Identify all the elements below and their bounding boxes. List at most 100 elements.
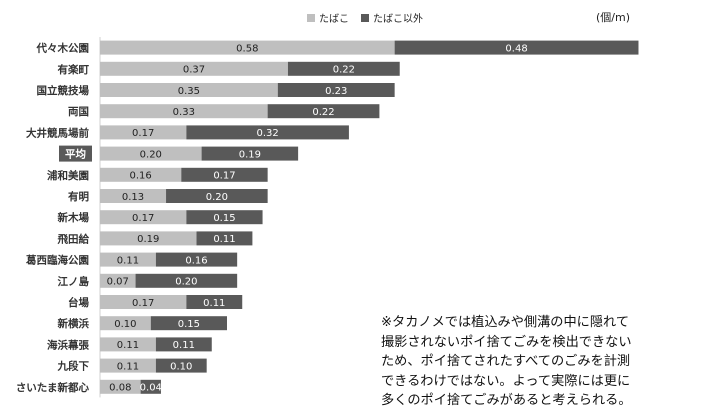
category-label: 九段下 [57, 360, 90, 373]
bar-tobacco [100, 337, 156, 352]
category-label: さいたま新都心 [16, 381, 90, 394]
legend-label-other: たばこ以外 [373, 14, 423, 25]
category-label: 代々木公園 [36, 42, 90, 55]
data-label: 0.16 [185, 255, 207, 266]
legend-swatch-other [361, 13, 369, 22]
data-label: 0.19 [137, 234, 159, 245]
data-label: 0.17 [132, 128, 154, 139]
bar-other [267, 104, 380, 119]
bar-tobacco [100, 358, 156, 373]
bar-other [155, 252, 238, 267]
bar-tobacco [100, 379, 141, 394]
bar-other [181, 167, 268, 182]
data-label: 0.10 [170, 361, 192, 372]
data-label: 0.16 [130, 171, 152, 182]
data-label: 0.11 [117, 361, 139, 372]
bar-tobacco [100, 273, 136, 288]
data-label: 0.10 [114, 319, 136, 330]
bar-tobacco [100, 189, 167, 203]
bar-tobacco [100, 61, 288, 76]
unit-label: (個/m) [596, 11, 631, 24]
note-line: できるわけではない。よって実際には更に [381, 373, 631, 389]
category-label: 国立競技場 [37, 84, 90, 97]
bar-other [140, 379, 161, 394]
note-text: ※タカノメでは植込みや側溝の中に隠れて 撮影されないポイ捨てごみを検出できない … [381, 313, 711, 411]
data-label: 0.48 [505, 43, 527, 54]
note-line: 多くのポイ捨てごみがあると考えられる。 [381, 393, 632, 408]
bar-tobacco [100, 167, 182, 182]
data-label: 0.19 [239, 149, 261, 160]
data-label: 0.11 [117, 340, 139, 351]
data-label: 0.15 [213, 213, 235, 224]
data-label: 0.32 [257, 128, 279, 139]
data-label: 0.13 [122, 192, 144, 203]
bar-tobacco [100, 316, 151, 331]
category-label: 台場 [68, 296, 89, 309]
data-label: 0.35 [178, 86, 200, 97]
data-label: 0.11 [203, 298, 225, 309]
data-label: 0.11 [213, 234, 235, 245]
legend-label-tobacco: たばこ [319, 14, 349, 25]
bar-other [166, 189, 268, 203]
bar-tobacco [100, 146, 202, 161]
bar-tobacco [100, 210, 187, 225]
bar-other [394, 40, 639, 55]
data-label: 0.17 [132, 298, 154, 309]
bar-tobacco [100, 83, 278, 97]
category-label: 有楽町 [58, 63, 90, 76]
bar-tobacco [100, 40, 395, 55]
category-label: 浦和美園 [47, 169, 89, 182]
category-label: 葛西臨海公園 [25, 254, 89, 267]
data-label: 0.23 [325, 86, 347, 97]
data-label: 0.20 [140, 149, 162, 160]
bar-other [201, 146, 299, 161]
data-label: 0.20 [175, 277, 197, 288]
bar-other [155, 337, 212, 352]
category-label: 海浜幕張 [47, 338, 89, 351]
bar-other [196, 231, 253, 246]
bar-other [186, 210, 263, 225]
bar-other [186, 125, 349, 140]
category-label: 飛田給 [57, 232, 90, 245]
data-label: 0.08 [109, 383, 131, 394]
category-label: 平均 [65, 148, 86, 161]
bar-tobacco [100, 125, 187, 140]
bar-other [135, 273, 238, 288]
data-label: 0.07 [107, 277, 129, 288]
chart-legend: たばこ たばこ以外 [307, 10, 423, 25]
note-line: ため、ポイ捨てされたすべてのごみを計測 [381, 354, 631, 369]
data-label: 0.15 [178, 319, 200, 330]
data-label: 0.20 [206, 192, 228, 203]
data-label: 0.22 [312, 107, 334, 118]
category-label: 大井競馬場前 [26, 126, 89, 139]
data-label: 0.37 [183, 65, 205, 76]
data-label: 0.33 [173, 107, 195, 118]
bar-other [277, 83, 395, 97]
data-label: 0.04 [140, 383, 162, 394]
data-label: 0.17 [132, 213, 154, 224]
bar-other [150, 316, 227, 331]
note-line: 撮影されないポイ捨てごみを検出できない [381, 334, 632, 350]
bar-tobacco [100, 295, 187, 309]
category-label: 江ノ島 [58, 275, 90, 288]
data-label: 0.22 [333, 65, 355, 76]
bar-other [155, 358, 207, 373]
data-label: 0.11 [173, 340, 195, 351]
legend-item-other: たばこ以外 [361, 10, 423, 25]
bar-tobacco [100, 231, 197, 246]
note-line: ※タカノメでは植込みや側溝の中に隠れて [381, 315, 630, 330]
legend-swatch-tobacco [307, 13, 315, 22]
legend-item-tobacco: たばこ [307, 10, 349, 25]
bar-other [287, 61, 400, 76]
category-label: 両国 [68, 106, 89, 118]
category-label: 新横浜 [58, 317, 90, 330]
category-label: 有明 [68, 190, 89, 203]
bar-other [186, 295, 243, 309]
bar-tobacco [100, 252, 156, 267]
data-label: 0.58 [236, 43, 258, 54]
bar-tobacco [100, 104, 268, 119]
category-label: 新木場 [58, 211, 90, 224]
data-label: 0.17 [213, 171, 235, 182]
data-label: 0.11 [117, 255, 139, 266]
